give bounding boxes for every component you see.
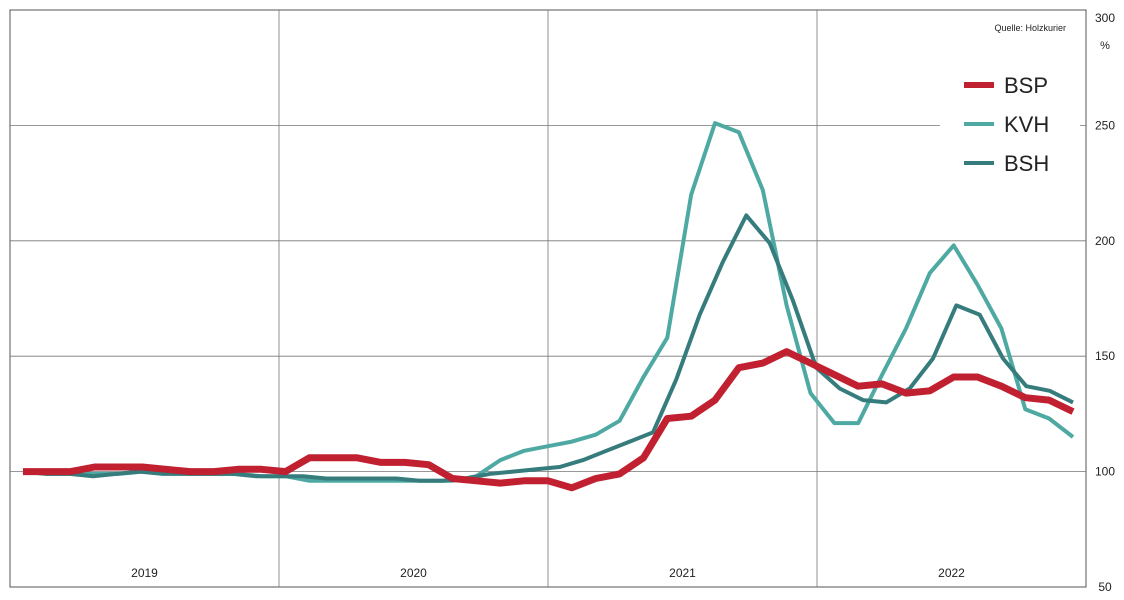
grid <box>9 9 1087 588</box>
y-tick-label: 150 <box>1095 349 1115 363</box>
legend-background <box>940 62 1080 182</box>
x-axis-years: 2019 2020 2021 2022 <box>131 566 965 580</box>
legend-label-bsp: BSP <box>1004 73 1048 98</box>
x-year-label: 2022 <box>938 566 965 580</box>
y-tick-label: 250 <box>1095 118 1115 132</box>
legend: BSP KVH BSH <box>940 62 1080 182</box>
series-lines <box>22 121 1075 492</box>
x-year-label: 2020 <box>400 566 427 580</box>
x-year-label: 2019 <box>131 566 158 580</box>
y-tick-label: 200 <box>1095 234 1115 248</box>
x-year-label: 2021 <box>669 566 696 580</box>
y-axis: 300 250 200 150 100 50 <box>1095 11 1115 594</box>
source-note: Quelle: Holzkurier <box>994 23 1066 33</box>
y-unit-label: % <box>1100 40 1110 52</box>
legend-label-bsh: BSH <box>1004 151 1049 176</box>
y-tick-label: 300 <box>1095 11 1115 25</box>
y-tick-label: 50 <box>1098 580 1112 594</box>
series-line-bsp <box>23 348 1075 492</box>
legend-label-kvh: KVH <box>1004 112 1049 137</box>
y-tick-label: 100 <box>1095 465 1115 479</box>
